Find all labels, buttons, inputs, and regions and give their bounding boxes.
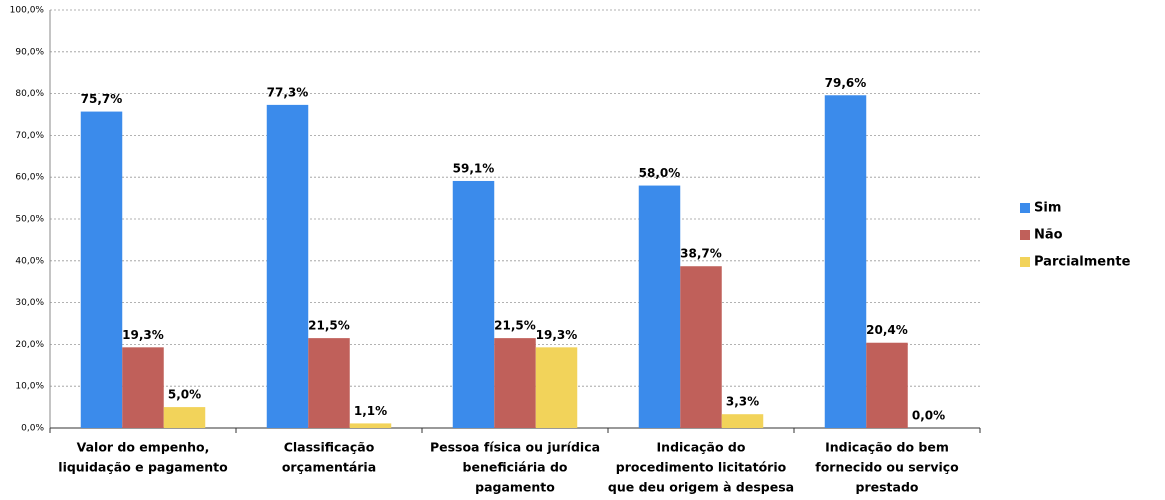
y-tick-label: 0,0% xyxy=(21,424,44,434)
bar xyxy=(535,347,578,428)
bar xyxy=(163,407,206,428)
bar xyxy=(721,414,764,428)
value-label: 1,1% xyxy=(354,404,387,418)
bar xyxy=(638,185,681,428)
legend-swatch xyxy=(1020,257,1030,267)
bar xyxy=(452,180,495,428)
y-tick-label: 50,0% xyxy=(15,215,44,225)
bar xyxy=(122,347,164,428)
bar xyxy=(824,95,867,428)
value-label: 21,5% xyxy=(308,319,350,333)
y-tick-label: 60,0% xyxy=(15,173,44,183)
y-tick-label: 40,0% xyxy=(15,256,44,266)
value-label: 79,6% xyxy=(825,76,867,90)
x-tick-label: que deu origem à despesa xyxy=(608,480,794,495)
value-label: 19,3% xyxy=(122,328,164,342)
bar xyxy=(308,338,350,428)
bar xyxy=(680,266,722,428)
x-tick-label: Indicação do xyxy=(657,440,746,455)
x-tick-label: pagamento xyxy=(475,480,555,495)
x-tick-label: Pessoa física ou jurídica xyxy=(430,440,600,455)
value-label: 19,3% xyxy=(536,328,578,342)
x-tick-label: Valor do empenho, xyxy=(77,440,210,455)
value-label: 59,1% xyxy=(453,161,495,175)
value-label: 0,0% xyxy=(912,409,945,423)
value-label: 3,3% xyxy=(726,395,759,409)
x-tick-label: fornecido ou serviço xyxy=(815,460,959,475)
x-tick-label: prestado xyxy=(856,480,919,495)
x-tick-label: orçamentária xyxy=(282,460,376,475)
bar xyxy=(866,342,908,428)
bar xyxy=(80,111,123,428)
legend-label: Sim xyxy=(1034,201,1061,216)
legend-swatch xyxy=(1020,230,1030,240)
value-label: 20,4% xyxy=(866,323,908,337)
value-label: 77,3% xyxy=(267,85,309,99)
bar xyxy=(349,423,392,428)
bar xyxy=(494,338,536,428)
y-tick-label: 10,0% xyxy=(15,382,44,392)
y-tick-label: 80,0% xyxy=(15,89,44,99)
x-tick-label: beneficiária do xyxy=(463,460,568,475)
value-label: 75,7% xyxy=(81,92,123,106)
y-tick-label: 90,0% xyxy=(15,47,44,57)
legend-label: Parcialmente xyxy=(1034,255,1131,270)
y-tick-label: 70,0% xyxy=(15,131,44,141)
value-label: 5,0% xyxy=(168,388,201,402)
y-tick-label: 30,0% xyxy=(15,298,44,308)
value-label: 58,0% xyxy=(639,166,681,180)
value-label: 38,7% xyxy=(680,247,722,261)
value-label: 21,5% xyxy=(494,319,536,333)
legend-swatch xyxy=(1020,203,1030,213)
x-tick-label: Indicação do bem xyxy=(825,440,949,455)
bar xyxy=(266,104,309,429)
legend-label: Não xyxy=(1034,228,1063,243)
x-tick-label: procedimento licitatório xyxy=(616,460,787,475)
x-tick-label: liquidação e pagamento xyxy=(58,460,228,475)
y-tick-label: 100,0% xyxy=(10,6,45,16)
y-tick-label: 20,0% xyxy=(15,340,44,350)
x-tick-label: Classificação xyxy=(284,440,375,455)
